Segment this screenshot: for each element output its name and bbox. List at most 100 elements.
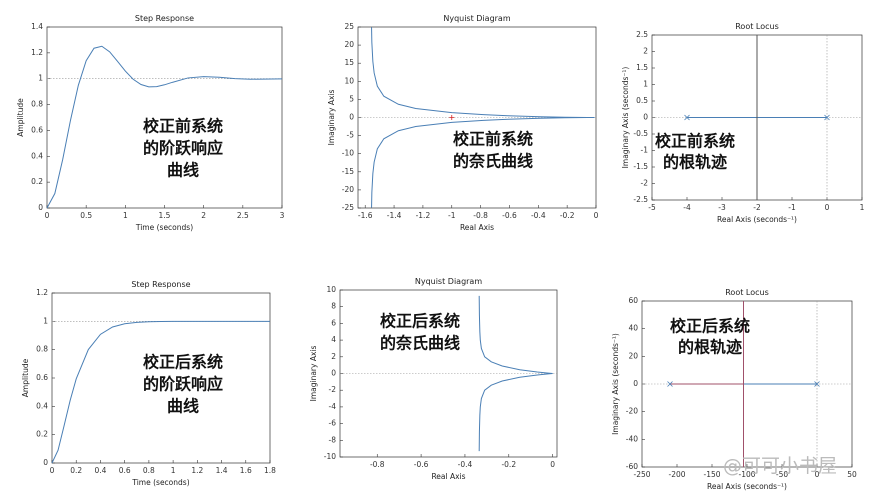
y-tick-label: 4 — [331, 335, 336, 344]
x-tick-label: 3 — [280, 211, 285, 220]
y-tick-label: 1.4 — [31, 22, 43, 31]
x-tick-label: 1.6 — [240, 466, 252, 475]
y-tick-label: -1.5 — [633, 162, 648, 171]
watermark: @可可小书屋 — [723, 455, 837, 477]
marker — [824, 114, 830, 121]
x-tick-label: 0.5 — [80, 211, 92, 220]
y-tick-label: 60 — [628, 296, 638, 305]
x-axis-label: Time (seconds) — [131, 478, 189, 487]
x-tick-label: -1.6 — [358, 211, 373, 220]
y-tick-label: -25 — [342, 203, 354, 212]
annotation: 校正前系统 — [655, 132, 735, 151]
annotation: 的阶跃响应 — [143, 375, 223, 394]
y-tick-label: 0 — [349, 113, 354, 122]
x-tick-label: 1 — [860, 203, 865, 212]
annotation: 校正前系统 — [143, 117, 223, 136]
series-line — [478, 373, 553, 452]
annotation: 的根轨迹 — [663, 153, 727, 172]
y-tick-label: -2 — [329, 385, 337, 394]
x-tick-label: -0.6 — [414, 460, 429, 469]
x-axis-label: Real Axis (seconds⁻¹) — [707, 482, 787, 491]
x-tick-label: -0.8 — [370, 460, 385, 469]
x-tick-label: 1 — [171, 466, 176, 475]
y-tick-label: 0 — [643, 113, 648, 122]
x-tick-label: -0.2 — [560, 211, 575, 220]
x-tick-label: -250 — [633, 470, 650, 479]
x-tick-label: 2.5 — [237, 211, 249, 220]
y-tick-label: 0 — [43, 458, 48, 467]
annotation: 校正后系统 — [670, 317, 750, 336]
x-tick-label: -2 — [753, 203, 761, 212]
y-tick-label: -15 — [342, 167, 354, 176]
x-tick-label: 1 — [123, 211, 128, 220]
plot-area — [46, 26, 283, 209]
x-tick-label: -1 — [788, 203, 796, 212]
annotation: 曲线 — [167, 161, 199, 180]
x-tick-label: -0.2 — [501, 460, 516, 469]
chart-title: Root Locus — [725, 288, 769, 297]
marker — [449, 115, 455, 120]
x-tick-label: -1.4 — [387, 211, 402, 220]
y-tick-label: 40 — [628, 324, 638, 333]
x-tick-label: 0 — [594, 211, 599, 220]
y-tick-label: -60 — [626, 462, 638, 471]
y-tick-label: -8 — [329, 435, 337, 444]
x-tick-label: -3 — [718, 203, 726, 212]
x-tick-label: -50 — [776, 470, 788, 479]
y-tick-label: -0.5 — [633, 129, 648, 138]
x-tick-label: -0.6 — [502, 211, 517, 220]
y-tick-label: 20 — [628, 351, 638, 360]
series-line — [371, 117, 595, 208]
y-tick-label: -6 — [329, 419, 337, 428]
x-tick-label: -1 — [448, 211, 456, 220]
y-tick-label: 1.2 — [36, 288, 48, 297]
x-tick-label: -0.4 — [531, 211, 546, 220]
y-tick-label: 8 — [331, 302, 336, 311]
annotation: 曲线 — [167, 397, 199, 416]
chart-title: Nyquist Diagram — [415, 277, 482, 286]
x-tick-label: 0 — [825, 203, 830, 212]
y-tick-label: 0.6 — [36, 373, 48, 382]
y-tick-label: -5 — [347, 131, 355, 140]
y-tick-label: 20 — [344, 40, 354, 49]
y-tick-label: 0.6 — [31, 125, 43, 134]
y-axis-label: Imaginary Axis — [327, 90, 336, 146]
y-tick-label: 0.4 — [36, 401, 48, 410]
x-tick-label: 1.5 — [159, 211, 171, 220]
y-tick-label: 0 — [38, 203, 43, 212]
annotation: 的根轨迹 — [678, 338, 742, 357]
y-tick-label: 1 — [43, 316, 48, 325]
y-tick-label: 0.5 — [636, 96, 648, 105]
x-tick-label: 0.6 — [119, 466, 131, 475]
y-tick-label: 15 — [344, 58, 354, 67]
y-tick-label: 0.4 — [31, 151, 43, 160]
series-line — [46, 45, 283, 209]
marker — [814, 381, 820, 387]
y-tick-label: 0.8 — [36, 345, 48, 354]
x-tick-label: 0.8 — [143, 466, 155, 475]
y-tick-label: -2.5 — [633, 195, 648, 204]
y-tick-label: 2 — [331, 352, 336, 361]
y-axis-label: Amplitude — [16, 98, 25, 137]
y-axis-label: Amplitude — [21, 358, 30, 397]
x-tick-label: 50 — [847, 470, 857, 479]
x-tick-label: 0.4 — [94, 466, 106, 475]
annotation: 校正后系统 — [380, 312, 460, 331]
y-axis-label: Imaginary Axis (seconds⁻¹) — [611, 333, 620, 435]
y-tick-label: 1 — [38, 74, 43, 83]
y-tick-label: 10 — [344, 76, 354, 85]
y-tick-label: 0.2 — [31, 177, 43, 186]
series-line — [478, 295, 553, 374]
x-tick-label: -150 — [703, 470, 720, 479]
chart-title: Step Response — [131, 280, 190, 289]
y-tick-label: 0.8 — [31, 100, 43, 109]
y-tick-label: 5 — [349, 94, 354, 103]
x-tick-label: -5 — [648, 203, 656, 212]
y-tick-label: 0 — [633, 379, 638, 388]
y-tick-label: 0 — [331, 369, 336, 378]
y-tick-label: -40 — [626, 434, 638, 443]
y-tick-label: 6 — [331, 318, 336, 327]
y-tick-label: 1 — [643, 80, 648, 89]
x-tick-label: 0 — [550, 460, 555, 469]
marker — [684, 114, 690, 121]
